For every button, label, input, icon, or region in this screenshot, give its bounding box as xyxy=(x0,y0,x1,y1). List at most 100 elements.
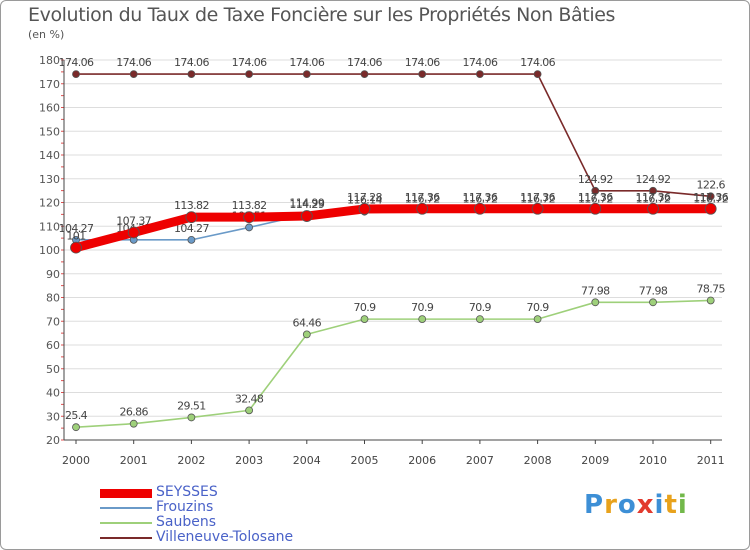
x-tick-label: 2008 xyxy=(524,454,552,467)
data-label: 70.9 xyxy=(469,301,492,314)
data-label: 77.98 xyxy=(639,284,668,297)
data-label: 174.06 xyxy=(232,56,267,69)
data-point xyxy=(243,211,256,224)
data-label: 117.36 xyxy=(636,191,671,204)
logo-letter: t xyxy=(664,490,678,520)
data-point xyxy=(473,202,486,215)
y-tick-label: 150 xyxy=(39,125,60,138)
data-point xyxy=(72,423,80,432)
series-line xyxy=(75,299,712,428)
series-frouzins: 104.27104.27104.27109.51114.99116.14116.… xyxy=(59,192,729,244)
data-label: 78.75 xyxy=(696,282,725,295)
x-tick-label: 2001 xyxy=(120,454,148,467)
logo-letter: r xyxy=(604,490,618,520)
x-tick-label: 2003 xyxy=(235,454,263,467)
data-point xyxy=(649,186,657,195)
data-point xyxy=(647,202,659,215)
x-ticks: 2000 2001 2002 2003 2004 2005 2006 2007 2008 2009… xyxy=(62,440,725,467)
legend-label: SEYSSES xyxy=(156,484,218,500)
series-villeneuve-tolosane: 174.06 174.06 174.06 174.06 174.06 174.06 174.… xyxy=(59,56,726,201)
data-point xyxy=(416,202,429,215)
y-tick-label: 50 xyxy=(46,363,60,376)
legend-swatch xyxy=(100,537,152,539)
data-label: 113.82 xyxy=(174,199,209,212)
data-label: 174.06 xyxy=(289,56,324,69)
data-label: 174.06 xyxy=(405,56,440,69)
chart-title: Evolution du Taux de Taxe Foncière sur l… xyxy=(28,4,616,26)
data-label: 101 xyxy=(66,230,85,243)
legend-label: Frouzins xyxy=(156,499,214,515)
chart-subtitle: (en %) xyxy=(28,28,65,41)
data-point xyxy=(475,315,484,324)
logo-letter: o xyxy=(617,490,637,520)
data-label: 174.06 xyxy=(347,56,382,69)
y-tick-label: 160 xyxy=(39,102,60,115)
data-point xyxy=(531,202,544,215)
data-label: 124.92 xyxy=(578,173,613,186)
data-label: 116.72 xyxy=(462,192,497,205)
data-point xyxy=(302,330,311,339)
data-label: 113.82 xyxy=(232,199,267,212)
data-point xyxy=(360,315,369,324)
data-point xyxy=(591,186,600,195)
series-saubens: 25.4 26.86 29.51 32.48 64.46 70.9 70.9 70.9 70.9… xyxy=(65,282,726,432)
data-point xyxy=(129,70,138,79)
proxiti-logo: Proxiti xyxy=(584,490,688,520)
y-tick-label: 90 xyxy=(46,268,60,281)
data-label: 32.48 xyxy=(235,392,264,405)
data-label: 104.27 xyxy=(59,222,94,235)
data-label: 26.86 xyxy=(119,406,148,419)
data-label: 117.36 xyxy=(462,191,497,204)
data-label: 116.72 xyxy=(520,192,555,205)
data-point xyxy=(475,70,484,79)
data-label: 25.4 xyxy=(65,409,88,422)
logo-letter: P xyxy=(584,490,605,520)
y-tick-label: 20 xyxy=(46,434,60,447)
legend-label: Villeneuve-Tolosane xyxy=(156,529,294,545)
data-point xyxy=(129,419,138,428)
data-point xyxy=(187,413,196,422)
y-tick-label: 180 xyxy=(39,54,60,67)
legend-swatch xyxy=(100,488,152,498)
data-point xyxy=(300,210,313,222)
data-point xyxy=(127,226,140,239)
x-tick-label: 2004 xyxy=(293,454,321,467)
data-point xyxy=(704,202,717,215)
data-point xyxy=(358,203,371,215)
data-point xyxy=(187,70,196,79)
data-label: 116.72 xyxy=(578,192,613,205)
data-label: 77.98 xyxy=(581,284,610,297)
data-label: 174.06 xyxy=(174,56,209,69)
data-point xyxy=(185,211,198,224)
data-point xyxy=(533,70,542,79)
y-tick-label: 110 xyxy=(39,220,60,233)
x-tick-label: 2009 xyxy=(581,454,609,467)
series-line xyxy=(71,204,716,253)
x-tick-label: 2007 xyxy=(466,454,494,467)
y-tick-label: 120 xyxy=(39,197,60,210)
x-tick-label: 2000 xyxy=(62,454,90,467)
data-label: 117.36 xyxy=(405,191,440,204)
data-label: 70.9 xyxy=(411,301,434,314)
legend-label: Saubens xyxy=(156,514,217,530)
data-point xyxy=(187,235,196,244)
data-label: 116.14 xyxy=(347,194,382,207)
y-tick-label: 80 xyxy=(46,292,60,305)
legend-swatch xyxy=(100,522,152,524)
data-point xyxy=(245,406,254,415)
data-point xyxy=(302,70,311,79)
y-tick-label: 60 xyxy=(46,339,60,352)
x-tick-label: 2011 xyxy=(697,454,725,467)
data-point xyxy=(589,202,602,215)
data-point xyxy=(418,70,427,79)
x-tick-label: 2005 xyxy=(351,454,379,467)
data-label: 70.9 xyxy=(527,301,550,314)
data-label: 116.72 xyxy=(693,192,728,205)
data-point xyxy=(706,192,715,201)
data-point xyxy=(649,298,657,307)
legend-swatch xyxy=(100,507,152,509)
data-label: 117.36 xyxy=(693,191,728,204)
